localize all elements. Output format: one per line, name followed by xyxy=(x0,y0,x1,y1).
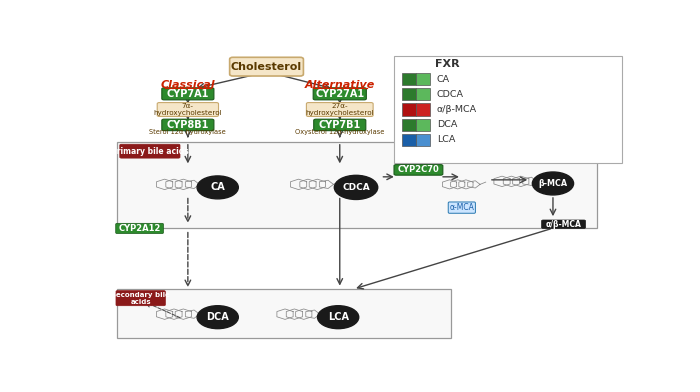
Text: CYP7A1: CYP7A1 xyxy=(167,89,209,99)
Bar xyxy=(416,88,430,100)
Text: CYP8B1: CYP8B1 xyxy=(167,120,209,130)
FancyBboxPatch shape xyxy=(307,103,373,116)
FancyBboxPatch shape xyxy=(120,144,180,158)
Text: CA: CA xyxy=(210,182,225,192)
Bar xyxy=(402,118,416,131)
FancyBboxPatch shape xyxy=(542,220,585,229)
Text: Primary bile acids: Primary bile acids xyxy=(111,147,189,156)
Text: CYP7B1: CYP7B1 xyxy=(318,120,361,130)
Bar xyxy=(394,56,622,163)
Text: CYP2C70: CYP2C70 xyxy=(398,165,440,174)
Bar xyxy=(416,103,430,116)
FancyBboxPatch shape xyxy=(394,165,443,175)
Bar xyxy=(118,142,598,228)
Circle shape xyxy=(532,172,573,195)
Circle shape xyxy=(318,306,358,328)
Circle shape xyxy=(197,306,238,328)
Text: CYP2A12: CYP2A12 xyxy=(118,224,161,233)
Text: 27α-
hydroxycholesterol: 27α- hydroxycholesterol xyxy=(305,103,374,116)
Text: 7α-
hydroxycholesterol: 7α- hydroxycholesterol xyxy=(153,103,222,116)
Text: β-MCA: β-MCA xyxy=(538,179,568,188)
Circle shape xyxy=(197,176,238,199)
Bar xyxy=(416,73,430,85)
Text: Cholesterol: Cholesterol xyxy=(231,62,302,72)
Bar xyxy=(402,134,416,146)
Bar xyxy=(118,289,451,338)
Bar xyxy=(416,118,430,131)
FancyBboxPatch shape xyxy=(313,88,366,100)
Text: CDCA: CDCA xyxy=(342,183,370,192)
FancyBboxPatch shape xyxy=(162,88,214,100)
Text: Oxysterol 12α-hydroxylase: Oxysterol 12α-hydroxylase xyxy=(295,129,384,135)
Bar xyxy=(402,88,416,100)
Text: DCA: DCA xyxy=(437,120,457,129)
Text: α/β-MCA: α/β-MCA xyxy=(545,220,581,229)
Bar xyxy=(416,134,430,146)
FancyBboxPatch shape xyxy=(116,290,165,306)
Text: CYP27A1: CYP27A1 xyxy=(315,89,364,99)
Text: Sterol 12α hydroxylase: Sterol 12α hydroxylase xyxy=(150,129,226,135)
Text: α-MCA: α-MCA xyxy=(449,203,475,212)
Text: DCA: DCA xyxy=(206,312,229,322)
Text: LCA: LCA xyxy=(328,312,349,322)
Text: Classical: Classical xyxy=(160,80,215,90)
FancyBboxPatch shape xyxy=(230,57,303,76)
Text: CA: CA xyxy=(437,75,450,84)
Bar xyxy=(402,103,416,116)
Text: CDCA: CDCA xyxy=(437,90,464,99)
FancyBboxPatch shape xyxy=(314,119,366,131)
FancyBboxPatch shape xyxy=(116,223,163,234)
Text: Alternative: Alternative xyxy=(304,80,375,90)
Text: LCA: LCA xyxy=(437,135,455,144)
Text: FXR: FXR xyxy=(435,59,459,69)
Text: Secondary bile
acids: Secondary bile acids xyxy=(111,292,170,305)
Bar xyxy=(402,73,416,85)
Circle shape xyxy=(335,175,378,200)
Text: α/β-MCA: α/β-MCA xyxy=(437,105,477,114)
FancyBboxPatch shape xyxy=(162,119,214,131)
FancyBboxPatch shape xyxy=(158,103,218,116)
